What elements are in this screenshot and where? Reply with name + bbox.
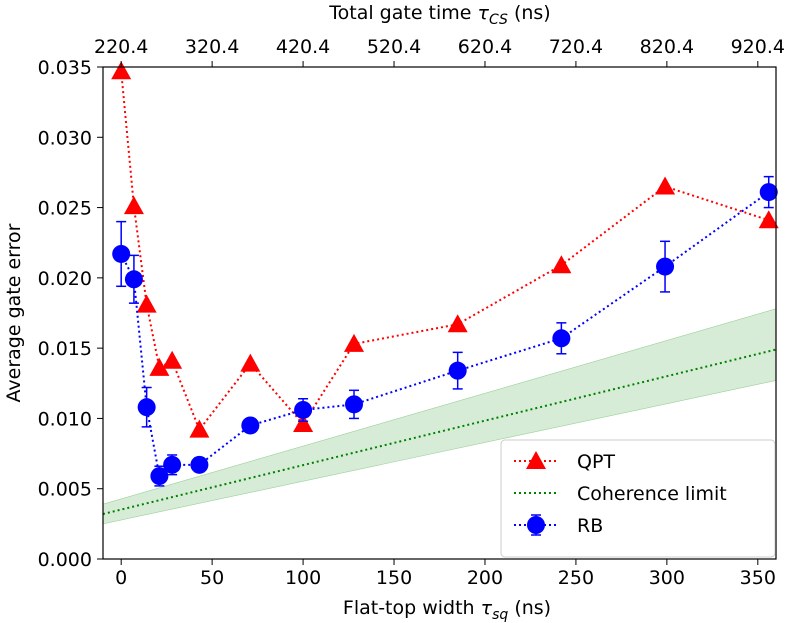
y-tick-label: 0.035 bbox=[38, 57, 92, 79]
y-tick-label: 0.000 bbox=[38, 549, 92, 571]
top-x-tick-label: 520.4 bbox=[367, 36, 421, 58]
x-tick-label: 50 bbox=[200, 567, 224, 589]
rb-point bbox=[759, 183, 778, 202]
rb-point bbox=[294, 400, 313, 419]
x-tick-label: 250 bbox=[558, 567, 594, 589]
qpt-point bbox=[758, 210, 779, 229]
top-x-tick-label: 420.4 bbox=[276, 36, 330, 58]
x-tick-label: 200 bbox=[467, 567, 503, 589]
y-tick-label: 0.015 bbox=[38, 338, 92, 360]
x-tick-label: 100 bbox=[285, 567, 321, 589]
qpt-point bbox=[149, 357, 170, 376]
top-x-tick-label: 820.4 bbox=[640, 36, 694, 58]
rb-point bbox=[137, 398, 156, 417]
rb-point bbox=[656, 257, 675, 276]
top-x-tick-label: 320.4 bbox=[185, 36, 239, 58]
legend-entry-qpt: QPT bbox=[514, 451, 615, 473]
coherence-limit-line bbox=[102, 348, 777, 515]
plot-frame bbox=[102, 66, 777, 560]
top-x-tick-label: 720.4 bbox=[549, 36, 603, 58]
x-tick-label: 150 bbox=[376, 567, 412, 589]
qpt-point bbox=[189, 419, 210, 438]
y-tick-label: 0.005 bbox=[38, 479, 92, 501]
rb-point bbox=[163, 455, 182, 474]
x-tick-label: 300 bbox=[649, 567, 685, 589]
top-x-tick-label: 620.4 bbox=[458, 36, 512, 58]
y-tick-label: 0.025 bbox=[38, 198, 92, 220]
rb-point bbox=[241, 416, 260, 435]
top-x-tick-label: 920.4 bbox=[731, 36, 785, 58]
x-tick-label: 350 bbox=[740, 567, 776, 589]
y-tick-label: 0.010 bbox=[38, 408, 92, 430]
x-axis-title: Flat-top width τsq (ns) bbox=[343, 597, 551, 623]
svg-text:Coherence limit: Coherence limit bbox=[577, 483, 727, 505]
qpt-point bbox=[240, 353, 261, 372]
series-layer bbox=[102, 61, 779, 515]
rb-point bbox=[345, 395, 364, 414]
ticks-layer: 0 50 100 150 200 250 300 350 220.4 320.4 420.4 520.… bbox=[38, 36, 785, 589]
rb-point bbox=[190, 455, 209, 474]
rb-point bbox=[448, 361, 467, 380]
y-tick-label: 0.030 bbox=[38, 127, 92, 149]
rb-point bbox=[112, 244, 131, 263]
x-tick-label: 0 bbox=[115, 567, 127, 589]
legend: QPT Coherence limit RB bbox=[500, 439, 776, 558]
rb-point bbox=[124, 270, 143, 289]
top-x-axis-title: Total gate time τCS (ns) bbox=[328, 2, 550, 28]
y-tick-label: 0.020 bbox=[38, 268, 92, 290]
qpt-point bbox=[447, 314, 468, 333]
svg-text:RB: RB bbox=[577, 515, 603, 537]
qpt-point bbox=[655, 176, 676, 195]
qpt-point bbox=[162, 350, 183, 369]
legend-entry-coherence-limit: Coherence limit bbox=[514, 483, 727, 505]
qpt-point bbox=[123, 196, 144, 215]
y-axis-title: Average gate error bbox=[3, 223, 25, 402]
legend-entry-rb: RB bbox=[514, 514, 603, 537]
legend-frame bbox=[500, 439, 776, 558]
rb-point bbox=[552, 329, 571, 348]
rb-point bbox=[150, 467, 169, 486]
qpt-point bbox=[293, 414, 314, 433]
qpt-point bbox=[136, 294, 157, 313]
qpt-point bbox=[551, 255, 572, 274]
qpt-point bbox=[111, 61, 132, 80]
svg-text:QPT: QPT bbox=[577, 451, 615, 473]
qpt-point bbox=[344, 333, 365, 352]
top-x-tick-label: 220.4 bbox=[94, 36, 148, 58]
